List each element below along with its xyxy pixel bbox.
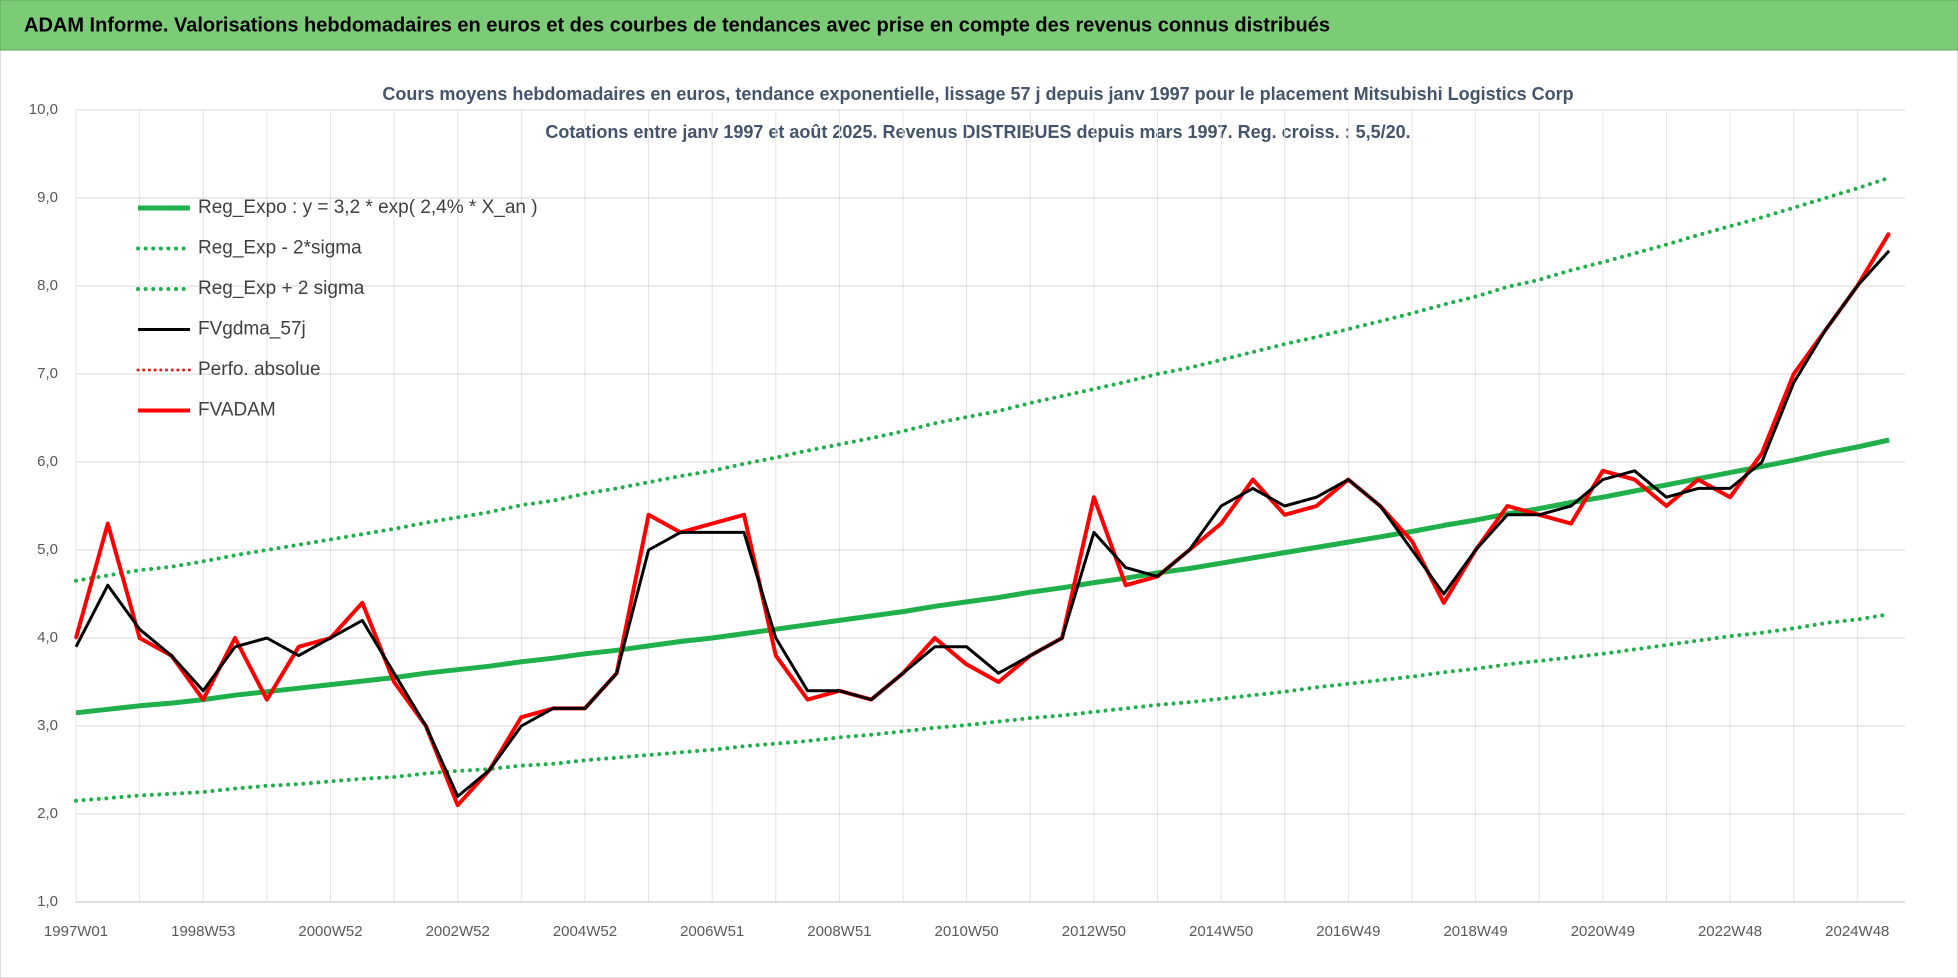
legend-label: Reg_Expo : y = 3,2 * exp( 2,4% * X_an )	[198, 197, 538, 218]
x-tick-label: 2000W52	[298, 923, 362, 940]
series-line	[74, 612, 1892, 803]
y-tick-label: 1,0	[37, 893, 58, 910]
x-tick-label: 2008W51	[807, 923, 871, 940]
x-tick-label: 2016W49	[1316, 923, 1380, 940]
x-tick-label: 2012W50	[1062, 923, 1126, 940]
y-tick-label: 3,0	[37, 717, 58, 734]
series-line	[74, 232, 1891, 808]
chart-title: Cours moyens hebdomadaires en euros, ten…	[382, 84, 1573, 104]
x-tick-label: 2018W49	[1443, 923, 1507, 940]
x-tick-label: 1998W53	[171, 923, 235, 940]
x-tick-label: 1997W01	[44, 923, 108, 940]
y-tick-label: 10,0	[29, 101, 58, 118]
y-tick-label: 7,0	[37, 365, 58, 382]
y-tick-label: 5,0	[37, 541, 58, 558]
series-line	[74, 249, 1891, 798]
x-tick-label: 2014W50	[1189, 923, 1253, 940]
y-tick-label: 2,0	[37, 805, 58, 822]
series-line	[74, 175, 1892, 583]
x-tick-label: 2002W52	[426, 923, 490, 940]
y-tick-label: 6,0	[37, 453, 58, 470]
chart-subtitle: Cotations entre janv 1997 et août 2025. …	[545, 122, 1410, 142]
x-tick-label: 2010W50	[935, 923, 999, 940]
legend-label: FVgdma_57j	[198, 319, 306, 340]
x-tick-label: 2006W51	[680, 923, 744, 940]
legend-label: Reg_Exp - 2*sigma	[198, 238, 362, 259]
legend-label: Perfo. absolue	[198, 359, 321, 380]
x-tick-label: 2020W49	[1571, 923, 1635, 940]
x-tick-label: 2004W52	[553, 923, 617, 940]
header-bar	[0, 0, 1958, 51]
y-tick-label: 8,0	[37, 277, 58, 294]
y-tick-label: 9,0	[37, 189, 58, 206]
x-tick-label: 2022W48	[1698, 923, 1762, 940]
legend-label: FVADAM	[198, 400, 276, 421]
legend-label: Reg_Exp + 2 sigma	[198, 278, 365, 299]
x-tick-label: 2024W48	[1825, 923, 1889, 940]
y-tick-label: 4,0	[37, 629, 58, 646]
header-title: ADAM Informe. Valorisations hebdomadaire…	[24, 14, 1330, 36]
